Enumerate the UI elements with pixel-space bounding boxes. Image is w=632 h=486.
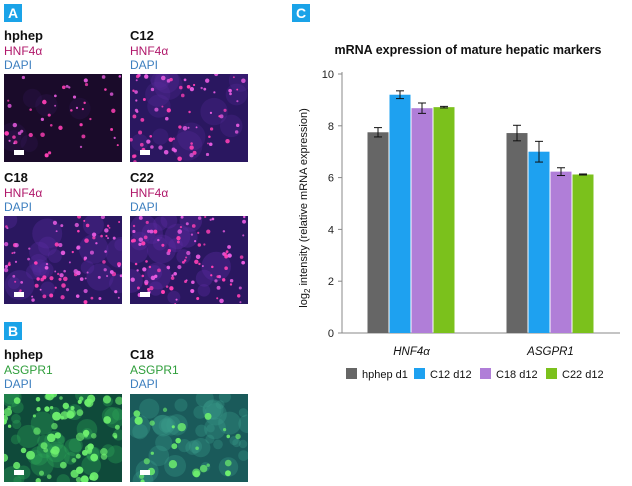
legend: hphep d1 C12 d12 C18 d12 C22 d12 [346,368,604,381]
micrograph-texture [130,216,248,304]
legend-swatch [546,368,557,379]
micrograph-texture [4,216,122,304]
panel-b-cell2-dapi: DAPI [130,377,159,391]
y-tick-label: 10 [322,69,334,81]
panel-a-cell4-dapi: DAPI [130,200,159,214]
legend-swatch [346,368,357,379]
panel-a-cell4-marker: HNF4α [130,186,169,200]
panel-a-cell3-dapi: DAPI [4,200,33,214]
c12-hnf4a-micrograph [130,74,248,162]
panel-a-cell1-title: hphep [4,28,43,43]
panel-a-cell4-title: C22 [130,170,154,185]
panel-b-cell1-title: hphep [4,347,43,362]
panel-b-cell1-marker: ASGPR1 [4,363,53,377]
panel-a-cell2-title: C12 [130,28,154,43]
y-tick-label: 4 [328,224,334,236]
scale-bar [14,292,24,297]
bar [550,171,572,333]
bar [572,174,594,333]
panel-a-cell1-marker: HNF4α [4,44,43,58]
c22-hnf4a-micrograph [130,216,248,304]
legend-label: C12 d12 [430,369,472,381]
bar [528,151,550,333]
panel-a-cell2-dapi: DAPI [130,58,159,72]
legend-label: C22 d12 [562,369,604,381]
scale-bar [14,150,24,155]
panel-a-cell1-dapi: DAPI [4,58,33,72]
scale-bar [140,292,150,297]
y-axis-label: log2 intensity (relative mRNA expression… [298,108,312,307]
micrograph-texture [130,394,248,482]
bar [389,94,411,333]
scale-bar [140,150,150,155]
mrna-bar-chart: mRNA expression of mature hepatic marker… [298,43,620,381]
y-tick-label: 2 [328,276,334,288]
c18-asgpr1-micrograph [130,394,248,482]
plot-area: 0 2 4 6 8 10 HNF4α ASGPR1 [322,69,620,358]
legend-label: C18 d12 [496,369,538,381]
panel-a-cell2-marker: HNF4α [130,44,169,58]
panel-b-badge: B [4,322,22,340]
y-tick-label: 6 [328,173,334,185]
y-axis-label-sub: 2 [303,288,312,293]
legend-swatch [480,368,491,379]
panel-a-cell3-title: C18 [4,170,28,185]
scale-bar [140,470,150,475]
legend-swatch [414,368,425,379]
y-axis-label-rest: intensity (relative mRNA expression) [298,108,310,288]
bar [367,132,389,333]
legend-label: hphep d1 [362,369,408,381]
panel-b-cell2-title: C18 [130,347,154,362]
y-axis-label-prefix: log [298,293,310,308]
hphep-hnf4a-micrograph [4,74,122,162]
hphep-asgpr1-micrograph [4,394,122,482]
micrograph-texture [130,74,248,162]
x-category-label: ASGPR1 [526,346,574,358]
micrograph-texture [4,394,122,482]
x-category-label: HNF4α [393,346,430,358]
bar [433,107,455,333]
micrograph-texture [4,74,122,162]
c18-hnf4a-micrograph [4,216,122,304]
bar [506,133,528,333]
panel-a-cell3-marker: HNF4α [4,186,43,200]
bar [411,108,433,333]
y-tick-label: 8 [328,121,334,133]
panel-b-cell1-dapi: DAPI [4,377,33,391]
scale-bar [14,470,24,475]
panel-b-cell2-marker: ASGPR1 [130,363,179,377]
panel-a-badge: A [4,4,22,22]
chart-title: mRNA expression of mature hepatic marker… [335,43,602,57]
panel-c-badge: C [292,4,310,22]
y-tick-label: 0 [328,328,334,340]
